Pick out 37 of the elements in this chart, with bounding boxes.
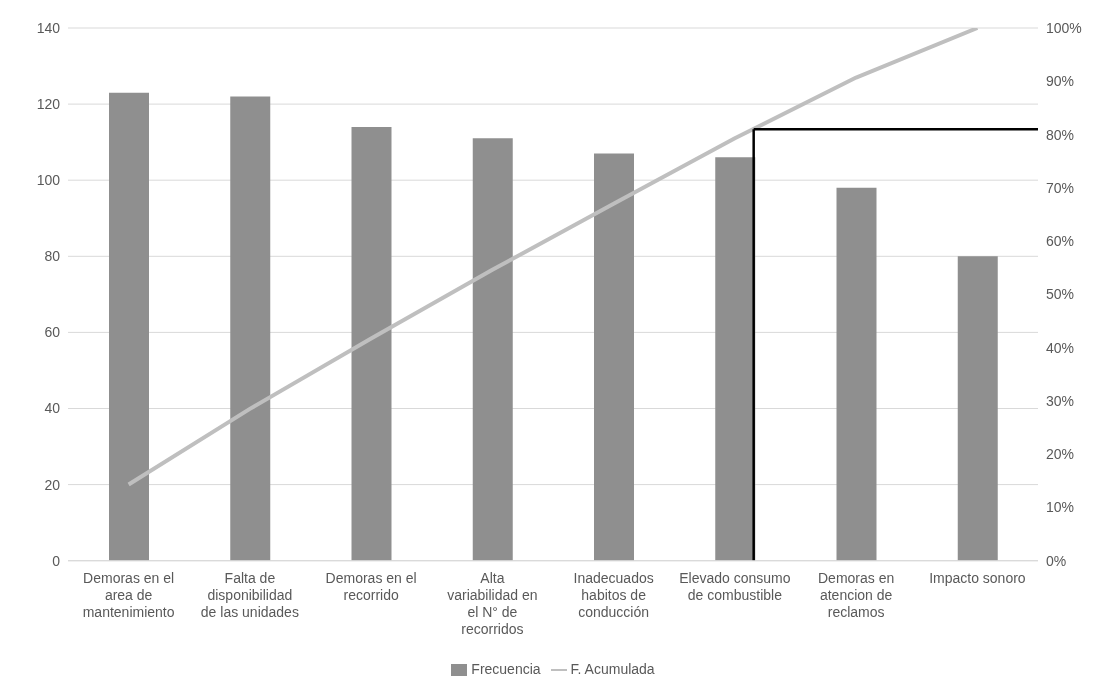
line-series (126, 28, 980, 487)
y2-tick-label: 60% (1046, 233, 1075, 250)
bar (957, 256, 998, 561)
y-tick-label: 20 (44, 476, 61, 493)
bar (109, 92, 149, 561)
y2-tick-label: 40% (1046, 339, 1075, 356)
legend-label: Frecuencia (471, 660, 541, 677)
bar (594, 153, 634, 561)
y2-tick-label: 70% (1046, 179, 1075, 196)
y-tick-label: 140 (36, 19, 61, 36)
y2-tick-label: 50% (1046, 286, 1075, 303)
y2-tick-label: 10% (1046, 499, 1075, 516)
y-tick-label: 40 (44, 400, 61, 417)
bar (351, 126, 392, 561)
x-tick-label: Demoras en el area de mantenimiento (82, 569, 175, 620)
legend-label: F. Acumulada (570, 660, 655, 677)
y2-tick-label: 100% (1046, 19, 1082, 36)
y2-tick-label: 80% (1046, 126, 1075, 143)
y-tick-label: 60 (44, 324, 61, 341)
x-tick-label: Inadecuados habitos de conducción (573, 569, 654, 620)
y2-tick-label: 20% (1046, 446, 1075, 463)
bar (836, 187, 877, 561)
x-tick-label: Elevado consumo de combustible (679, 569, 791, 603)
x-tick-label: Falta de disponibilidad de las unidades (200, 569, 299, 620)
x-tick-label: Alta variabilidad en el N° de recorridos (447, 569, 538, 637)
x-tick-label: Demoras en el recorrido (325, 569, 417, 603)
y2-tick-label: 30% (1046, 392, 1075, 409)
y-tick-label: 100 (36, 172, 61, 189)
bar (230, 96, 271, 561)
y-tick-label: 120 (36, 96, 61, 113)
x-tick-label: Demoras en atencion de reclamos (817, 569, 895, 620)
bar (472, 138, 513, 561)
x-tick-label: Impacto sonoro (929, 569, 1026, 586)
y-tick-label: 0 (52, 552, 61, 569)
y-tick-label: 80 (44, 248, 61, 265)
y2-tick-label: 90% (1046, 73, 1075, 90)
y2-tick-label: 0% (1046, 552, 1067, 569)
